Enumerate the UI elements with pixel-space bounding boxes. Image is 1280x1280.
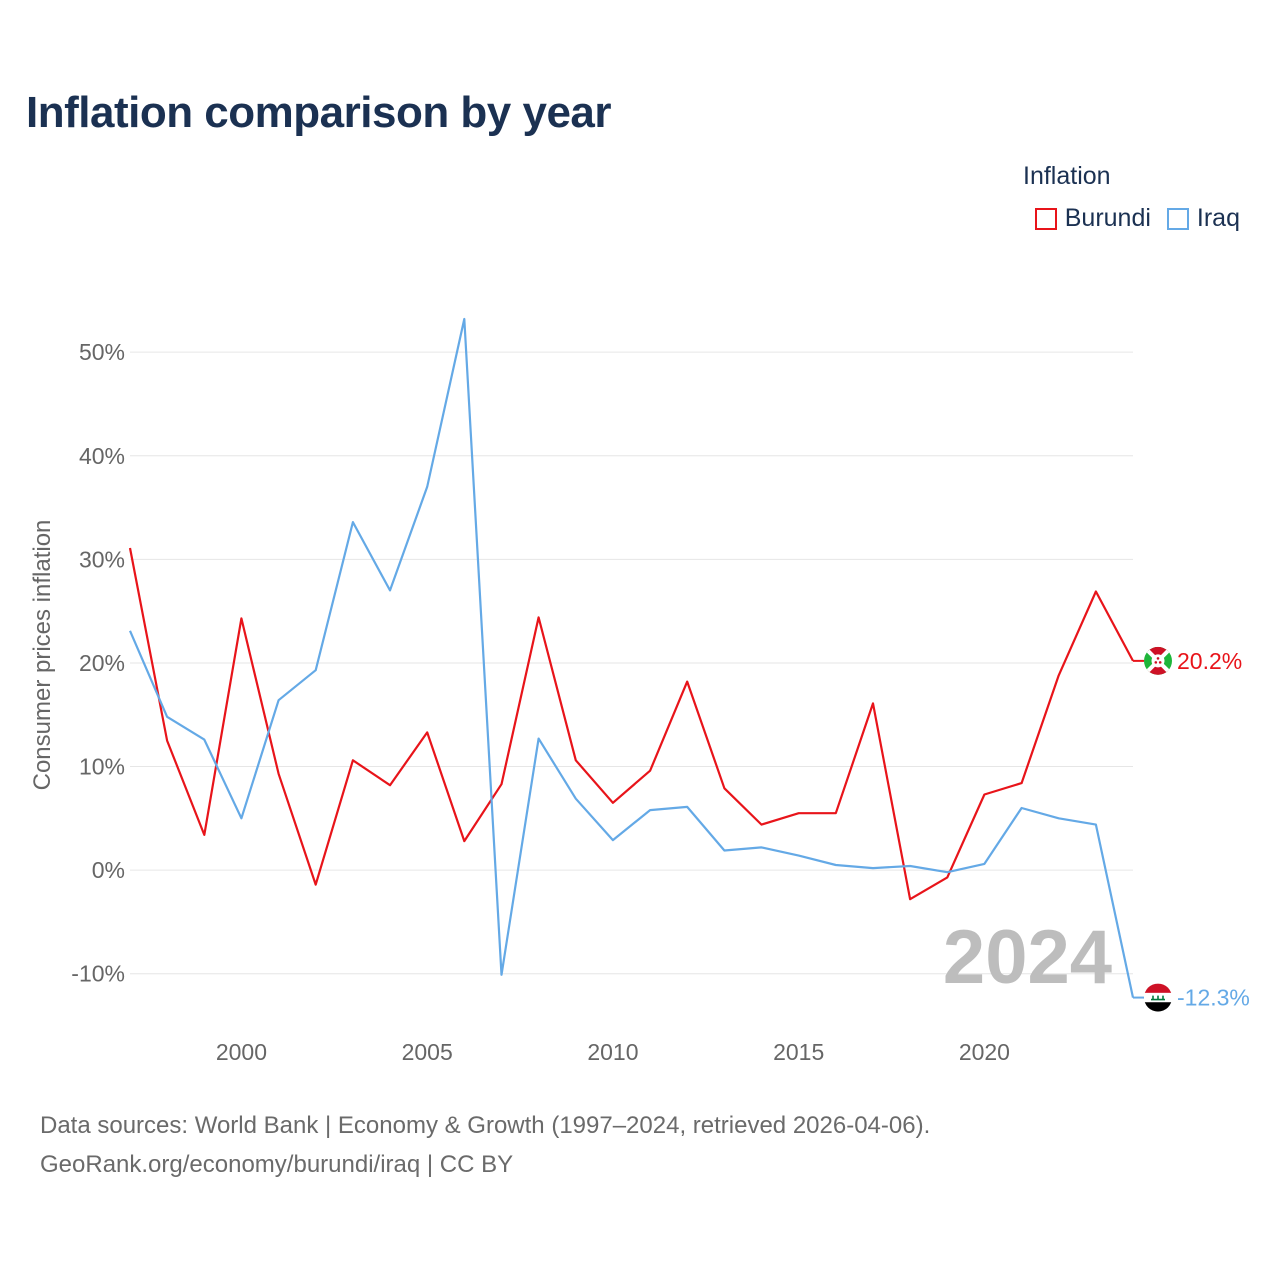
- y-tick-label: 40%: [79, 443, 125, 469]
- data-sources-text: Data sources: World Bank | Economy & Gro…: [40, 1112, 931, 1139]
- end-value-label-iraq: -12.3%: [1177, 985, 1250, 1011]
- legend-swatch-iraq: [1166, 207, 1189, 230]
- y-tick-label: 50%: [79, 339, 125, 365]
- y-tick-label: -10%: [71, 961, 125, 987]
- iraq-flag-icon: [1144, 983, 1172, 1012]
- x-tick-label: 2000: [216, 1039, 267, 1065]
- series-line-burundi: [128, 547, 1134, 901]
- end-value-label-burundi: 20.2%: [1177, 648, 1242, 674]
- series-line-iraq: [128, 317, 1135, 998]
- legend-label-iraq: Iraq: [1196, 204, 1240, 232]
- y-axis-title: Consumer prices inflation: [29, 520, 56, 791]
- source-link[interactable]: GeoRank.org/economy/burundi/iraq | CC BY: [40, 1151, 514, 1178]
- legend-item-burundi[interactable]: Burundi: [1034, 204, 1151, 233]
- x-tick-label: 2005: [402, 1039, 453, 1065]
- x-tick-label: 2020: [959, 1039, 1010, 1065]
- legend-label-burundi: Burundi: [1064, 204, 1151, 232]
- chart-title: Inflation comparison by year: [26, 88, 612, 137]
- line-chart: -10% 0% 10% 20% 30% 40% 50% 2000 2005 2010 2015 202…: [29, 317, 1250, 1065]
- burundi-flag-icon: [1144, 646, 1172, 675]
- footer: Data sources: World Bank | Economy & Gro…: [40, 1106, 930, 1184]
- year-watermark: 2024: [943, 915, 1112, 1000]
- legend-item-iraq[interactable]: Iraq: [1166, 204, 1240, 233]
- y-tick-label: 20%: [79, 650, 125, 676]
- y-tick-label: 10%: [79, 754, 125, 780]
- legend-swatch-burundi: [1034, 207, 1057, 230]
- x-tick-label: 2015: [773, 1039, 824, 1065]
- legend-title: Inflation: [1023, 162, 1111, 190]
- x-tick-label: 2010: [587, 1039, 638, 1065]
- legend: Burundi Iraq: [1034, 204, 1240, 233]
- y-tick-label: 30%: [79, 546, 125, 572]
- y-tick-label: 0%: [92, 857, 125, 883]
